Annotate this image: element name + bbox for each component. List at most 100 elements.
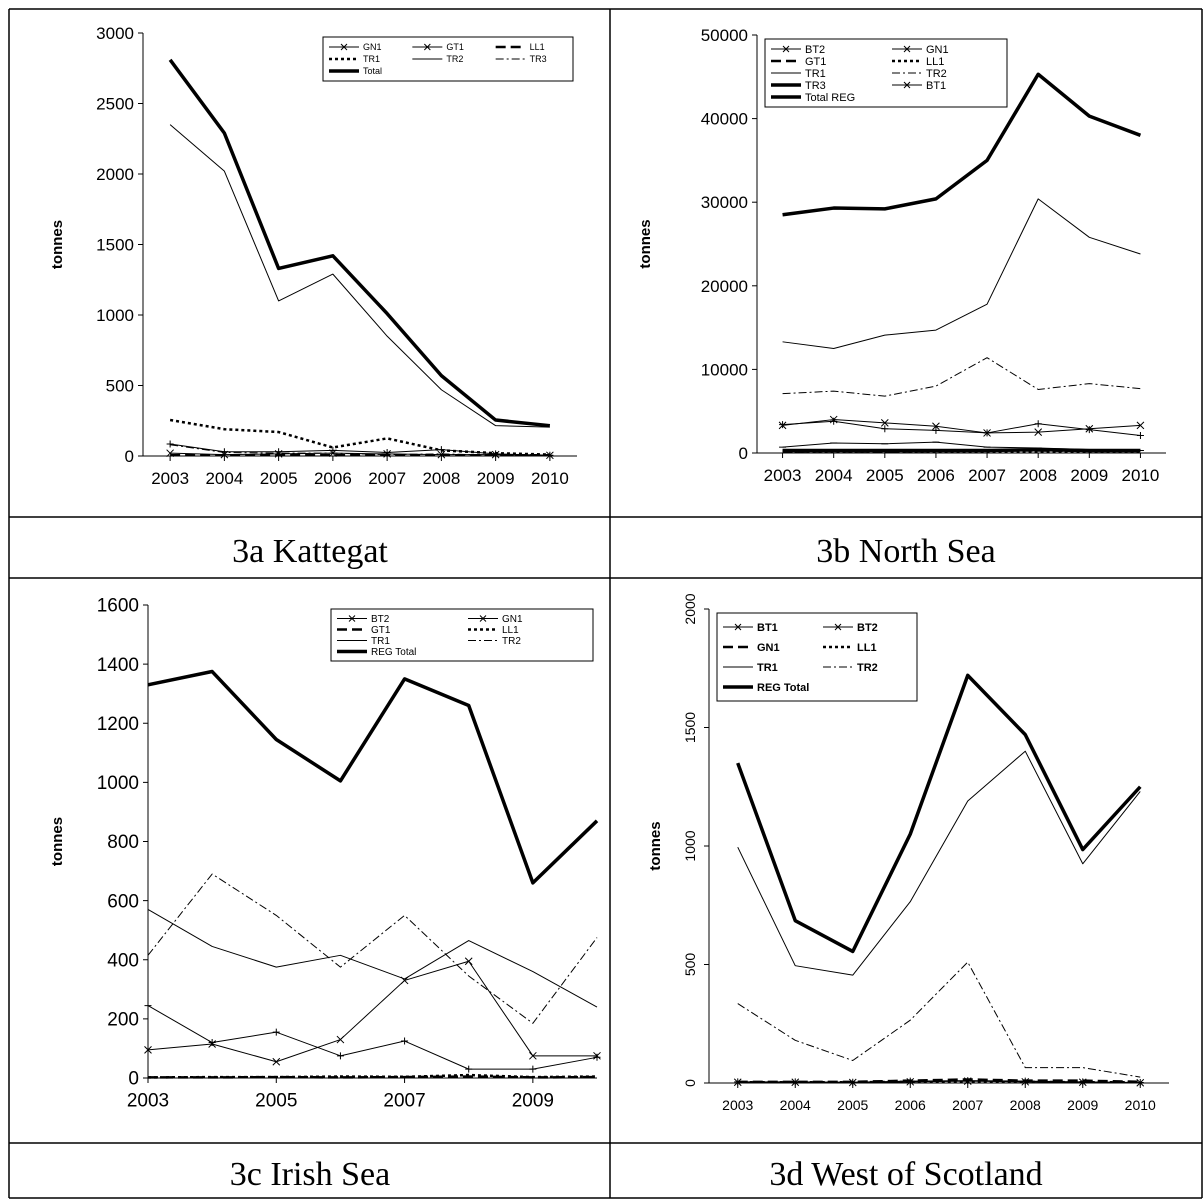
legend-label: GN1 <box>926 44 949 56</box>
legend-label: LL1 <box>530 42 545 52</box>
chart-caption: 3d West of Scotland <box>769 1156 1042 1193</box>
y-tick-label: 0 <box>682 1079 698 1087</box>
x-tick-label: 2007 <box>968 466 1006 485</box>
x-tick-label: 2009 <box>1067 1097 1098 1113</box>
legend-label: TR3 <box>530 54 547 64</box>
legend-label: TR2 <box>502 636 521 647</box>
chart-caption: 3b North Sea <box>816 533 995 570</box>
legend-label: BT1 <box>757 622 778 634</box>
legend-label: BT1 <box>926 80 946 92</box>
y-tick-label: 30000 <box>701 193 748 212</box>
y-tick-label: 1600 <box>97 596 139 617</box>
x-tick-label: 2008 <box>1019 466 1057 485</box>
x-tick-label: 2005 <box>837 1097 868 1113</box>
legend-label: GT1 <box>371 625 391 636</box>
y-tick-label: 50000 <box>701 26 748 45</box>
x-tick-label: 2010 <box>1122 466 1160 485</box>
legend-label: Total <box>363 66 382 76</box>
y-tick-label: 1500 <box>682 712 698 743</box>
legend-label: LL1 <box>857 642 877 654</box>
y-tick-label: 3000 <box>96 24 134 43</box>
legend-label: TR2 <box>446 54 463 64</box>
legend-label: REG Total <box>371 647 416 658</box>
legend-label: TR2 <box>926 68 947 80</box>
legend-label: GN1 <box>363 42 382 52</box>
x-tick-label: 2004 <box>205 469 243 488</box>
x-tick-label: 2005 <box>260 469 298 488</box>
chart-caption: 3c Irish Sea <box>230 1156 391 1193</box>
x-tick-label: 2003 <box>151 469 189 488</box>
x-tick-label: 2007 <box>952 1097 983 1113</box>
x-tick-label: 2009 <box>512 1091 554 1112</box>
x-tick-label: 2006 <box>314 469 352 488</box>
legend-label: TR1 <box>371 636 390 647</box>
x-tick-label: 2006 <box>895 1097 926 1113</box>
x-tick-label: 2006 <box>917 466 955 485</box>
legend: BT1 BT2 GN1 LL1 TR1 TR2 REG Total <box>717 613 917 701</box>
x-tick-label: 2005 <box>255 1091 297 1112</box>
y-tick-label: 2000 <box>96 165 134 184</box>
y-tick-label: 10000 <box>701 360 748 379</box>
legend-label: TR1 <box>805 68 826 80</box>
x-tick-label: 2009 <box>477 469 515 488</box>
legend-label: TR3 <box>805 80 826 92</box>
y-tick-label: 0 <box>125 447 134 466</box>
y-axis-label: tonnes <box>49 817 66 866</box>
y-tick-label: 2500 <box>96 94 134 113</box>
y-axis-label: tonnes <box>637 219 654 268</box>
legend-label: TR1 <box>757 662 778 674</box>
y-tick-label: 400 <box>107 950 139 971</box>
legend-label: REG Total <box>757 682 809 694</box>
x-tick-label: 2003 <box>764 466 802 485</box>
y-tick-label: 1000 <box>97 773 139 794</box>
y-tick-label: 40000 <box>701 110 748 129</box>
legend: BT2 GN1 GT1 LL1 TR1 TR2 TR3 BT1 Total REG <box>765 39 1007 107</box>
y-tick-label: 20000 <box>701 277 748 296</box>
x-tick-label: 2010 <box>1125 1097 1156 1113</box>
x-tick-label: 2003 <box>722 1097 753 1113</box>
x-tick-label: 2010 <box>531 469 569 488</box>
legend-box <box>765 39 1007 107</box>
legend-label: BT2 <box>805 44 825 56</box>
x-tick-label: 2008 <box>1010 1097 1041 1113</box>
x-tick-label: 2004 <box>815 466 853 485</box>
legend: BT2 GN1 GT1 LL1 TR1 TR2 REG Total <box>331 609 593 661</box>
legend-label: TR1 <box>363 54 380 64</box>
legend: GN1 GT1 LL1 TR1 TR2 TR3 Total <box>323 37 573 81</box>
y-tick-label: 500 <box>682 953 698 977</box>
legend-label: LL1 <box>926 56 944 68</box>
x-tick-label: 2007 <box>383 1091 425 1112</box>
x-tick-label: 2005 <box>866 466 904 485</box>
y-axis-label: tonnes <box>647 821 664 870</box>
x-tick-label: 2004 <box>780 1097 811 1113</box>
legend-label: TR2 <box>857 662 878 674</box>
y-tick-label: 800 <box>107 832 139 853</box>
y-tick-label: 2000 <box>682 593 698 624</box>
y-tick-label: 0 <box>128 1069 139 1090</box>
x-tick-label: 2008 <box>422 469 460 488</box>
y-tick-label: 1200 <box>97 714 139 735</box>
legend-label: BT2 <box>857 622 878 634</box>
y-tick-label: 200 <box>107 1010 139 1031</box>
y-tick-label: 0 <box>739 444 748 463</box>
x-tick-label: 2007 <box>368 469 406 488</box>
legend-label: Total REG <box>805 92 855 104</box>
y-tick-label: 1400 <box>97 655 139 676</box>
y-tick-label: 500 <box>106 376 134 395</box>
legend-label: GN1 <box>502 614 523 625</box>
legend-label: BT2 <box>371 614 390 625</box>
y-axis-label: tonnes <box>49 220 66 269</box>
y-tick-label: 1000 <box>682 830 698 861</box>
y-tick-label: 1000 <box>96 306 134 325</box>
x-tick-label: 2009 <box>1070 466 1108 485</box>
legend-label: LL1 <box>502 625 519 636</box>
legend-label: GT1 <box>805 56 826 68</box>
y-tick-label: 1500 <box>96 235 134 254</box>
y-tick-label: 600 <box>107 891 139 912</box>
legend-label: GN1 <box>757 642 780 654</box>
chart-caption: 3a Kattegat <box>232 533 388 570</box>
x-tick-label: 2003 <box>127 1091 169 1112</box>
legend-label: GT1 <box>446 42 464 52</box>
